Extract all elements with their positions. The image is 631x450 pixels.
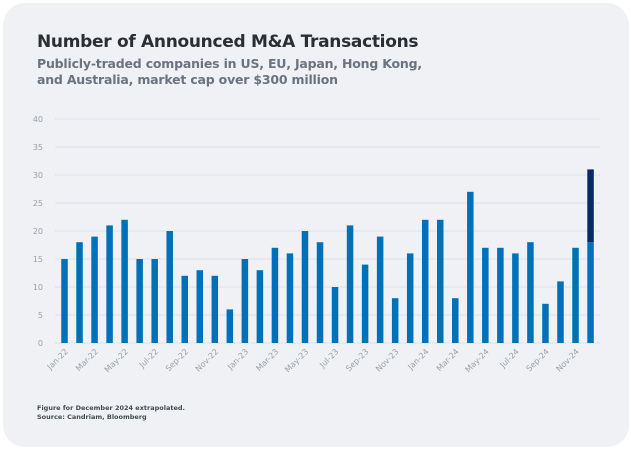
x-tick-label: Mar-22	[74, 347, 100, 373]
y-tick-label: 35	[33, 143, 43, 152]
bar-Mar-22	[91, 236, 98, 343]
bar-Jan-23	[241, 259, 249, 343]
chart-subtitle: Publicly-traded companies in US, EU, Jap…	[37, 56, 422, 87]
bar-May-24	[482, 247, 489, 343]
bar-Mar-24	[452, 298, 459, 343]
y-tick-label: 5	[38, 311, 43, 320]
y-tick-label: 25	[33, 199, 43, 208]
bar-Dec-24	[587, 242, 594, 343]
bar-Apr-23	[286, 253, 294, 343]
x-tick-label: Nov-24	[554, 347, 580, 373]
x-tick-label: Sep-23	[344, 347, 370, 373]
bar-Feb-24	[437, 219, 444, 343]
x-tick-label: Jan-23	[225, 347, 250, 372]
x-tick-label: Jan-22	[45, 347, 70, 372]
bar-Nov-22	[211, 275, 219, 343]
bar-Jun-24	[497, 247, 504, 343]
x-tick-label: Jul-23	[317, 347, 340, 370]
bar-Sep-24	[542, 303, 549, 343]
x-tick-label: Mar-24	[435, 347, 461, 373]
bar-Oct-24	[557, 281, 564, 343]
bar-Jul-23	[331, 287, 339, 343]
y-tick-label: 15	[33, 255, 43, 264]
x-tick-label: May-24	[464, 347, 491, 374]
bar-Sep-22	[181, 275, 188, 343]
bar-Aug-22	[166, 231, 173, 343]
bar-Dec-22	[226, 309, 234, 343]
x-tick-label: Jan-24	[406, 347, 431, 372]
bar-Sep-23	[361, 264, 369, 343]
bar-Jul-22	[151, 259, 158, 343]
x-tick-label: Sep-22	[164, 347, 190, 373]
bar-May-23	[301, 231, 309, 343]
y-tick-label: 0	[38, 339, 43, 348]
bar-Oct-22	[196, 270, 204, 343]
bar-Jun-23	[316, 242, 324, 343]
bar-Nov-23	[391, 298, 399, 343]
bar-Aug-23	[346, 225, 354, 343]
bar-Apr-24	[467, 191, 474, 343]
x-tick-label: Nov-22	[194, 347, 220, 373]
x-tick-label: Jul-22	[137, 347, 160, 370]
bar-Aug-24	[527, 242, 534, 343]
bar-Jul-24	[512, 253, 519, 343]
x-tick-label: Sep-24	[525, 347, 551, 373]
bar-May-22	[121, 219, 128, 343]
x-tick-label: May-23	[283, 347, 310, 374]
bar-Jan-22	[61, 259, 68, 343]
x-tick-label: Jul-24	[498, 347, 521, 370]
bar-Feb-23	[256, 270, 264, 343]
bar-extrapolated-Dec-24	[587, 169, 594, 243]
y-tick-label: 30	[33, 171, 43, 180]
y-tick-label: 40	[33, 115, 43, 124]
bar-Feb-22	[76, 242, 83, 343]
source-note: Source: Candriam, Bloomberg	[37, 413, 147, 421]
chart-card: Number of Announced M&A Transactions Pub…	[3, 3, 629, 447]
bar-Jan-24	[421, 219, 429, 343]
bar-Nov-24	[572, 247, 579, 343]
x-tick-label: May-22	[103, 347, 130, 374]
bar-Dec-23	[406, 253, 414, 343]
y-tick-label: 10	[33, 283, 43, 292]
bar-Apr-22	[106, 225, 113, 343]
x-tick-label: Nov-23	[374, 347, 400, 373]
footnote: Figure for December 2024 extrapolated.	[37, 404, 185, 412]
x-tick-label: Mar-23	[254, 347, 280, 373]
bar-Jun-22	[136, 259, 143, 343]
bar-Mar-23	[271, 247, 279, 343]
y-tick-label: 20	[33, 227, 43, 236]
chart-title: Number of Announced M&A Transactions	[37, 32, 419, 52]
bar-Oct-23	[376, 236, 384, 343]
